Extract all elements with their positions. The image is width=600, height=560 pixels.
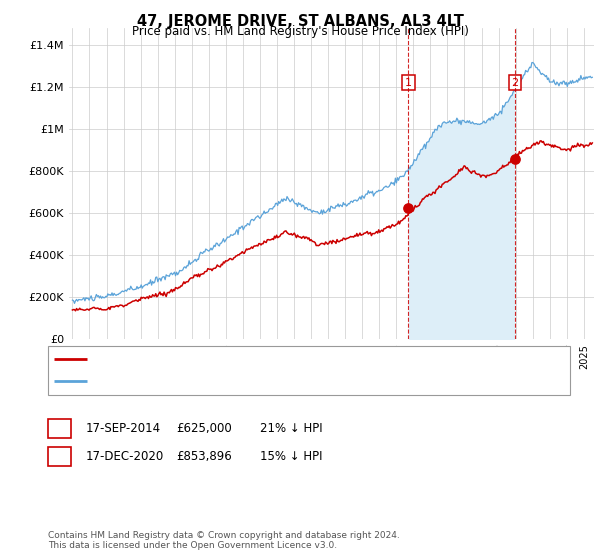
Text: 17-DEC-2020: 17-DEC-2020 (86, 450, 164, 463)
Text: 47, JEROME DRIVE, ST ALBANS, AL3 4LT (detached house): 47, JEROME DRIVE, ST ALBANS, AL3 4LT (de… (93, 354, 394, 365)
Point (510, 155, 520, 164)
Text: HPI: Average price, detached house, St Albans: HPI: Average price, detached house, St A… (93, 376, 335, 386)
Text: Contains HM Land Registry data © Crown copyright and database right 2024.
This d: Contains HM Land Registry data © Crown c… (48, 530, 400, 550)
Text: Price paid vs. HM Land Registry's House Price Index (HPI): Price paid vs. HM Land Registry's House … (131, 25, 469, 38)
Text: 1: 1 (405, 78, 412, 87)
Text: 17-SEP-2014: 17-SEP-2014 (86, 422, 161, 435)
Text: 2: 2 (511, 78, 518, 87)
Text: 2: 2 (55, 450, 64, 463)
Text: 1: 1 (55, 422, 64, 435)
Text: 47, JEROME DRIVE, ST ALBANS, AL3 4LT: 47, JEROME DRIVE, ST ALBANS, AL3 4LT (137, 14, 463, 29)
Text: 15% ↓ HPI: 15% ↓ HPI (260, 450, 322, 463)
Text: £853,896: £853,896 (176, 450, 232, 463)
Text: 21% ↓ HPI: 21% ↓ HPI (260, 422, 322, 435)
Text: £625,000: £625,000 (176, 422, 232, 435)
Point (404, 203, 413, 212)
